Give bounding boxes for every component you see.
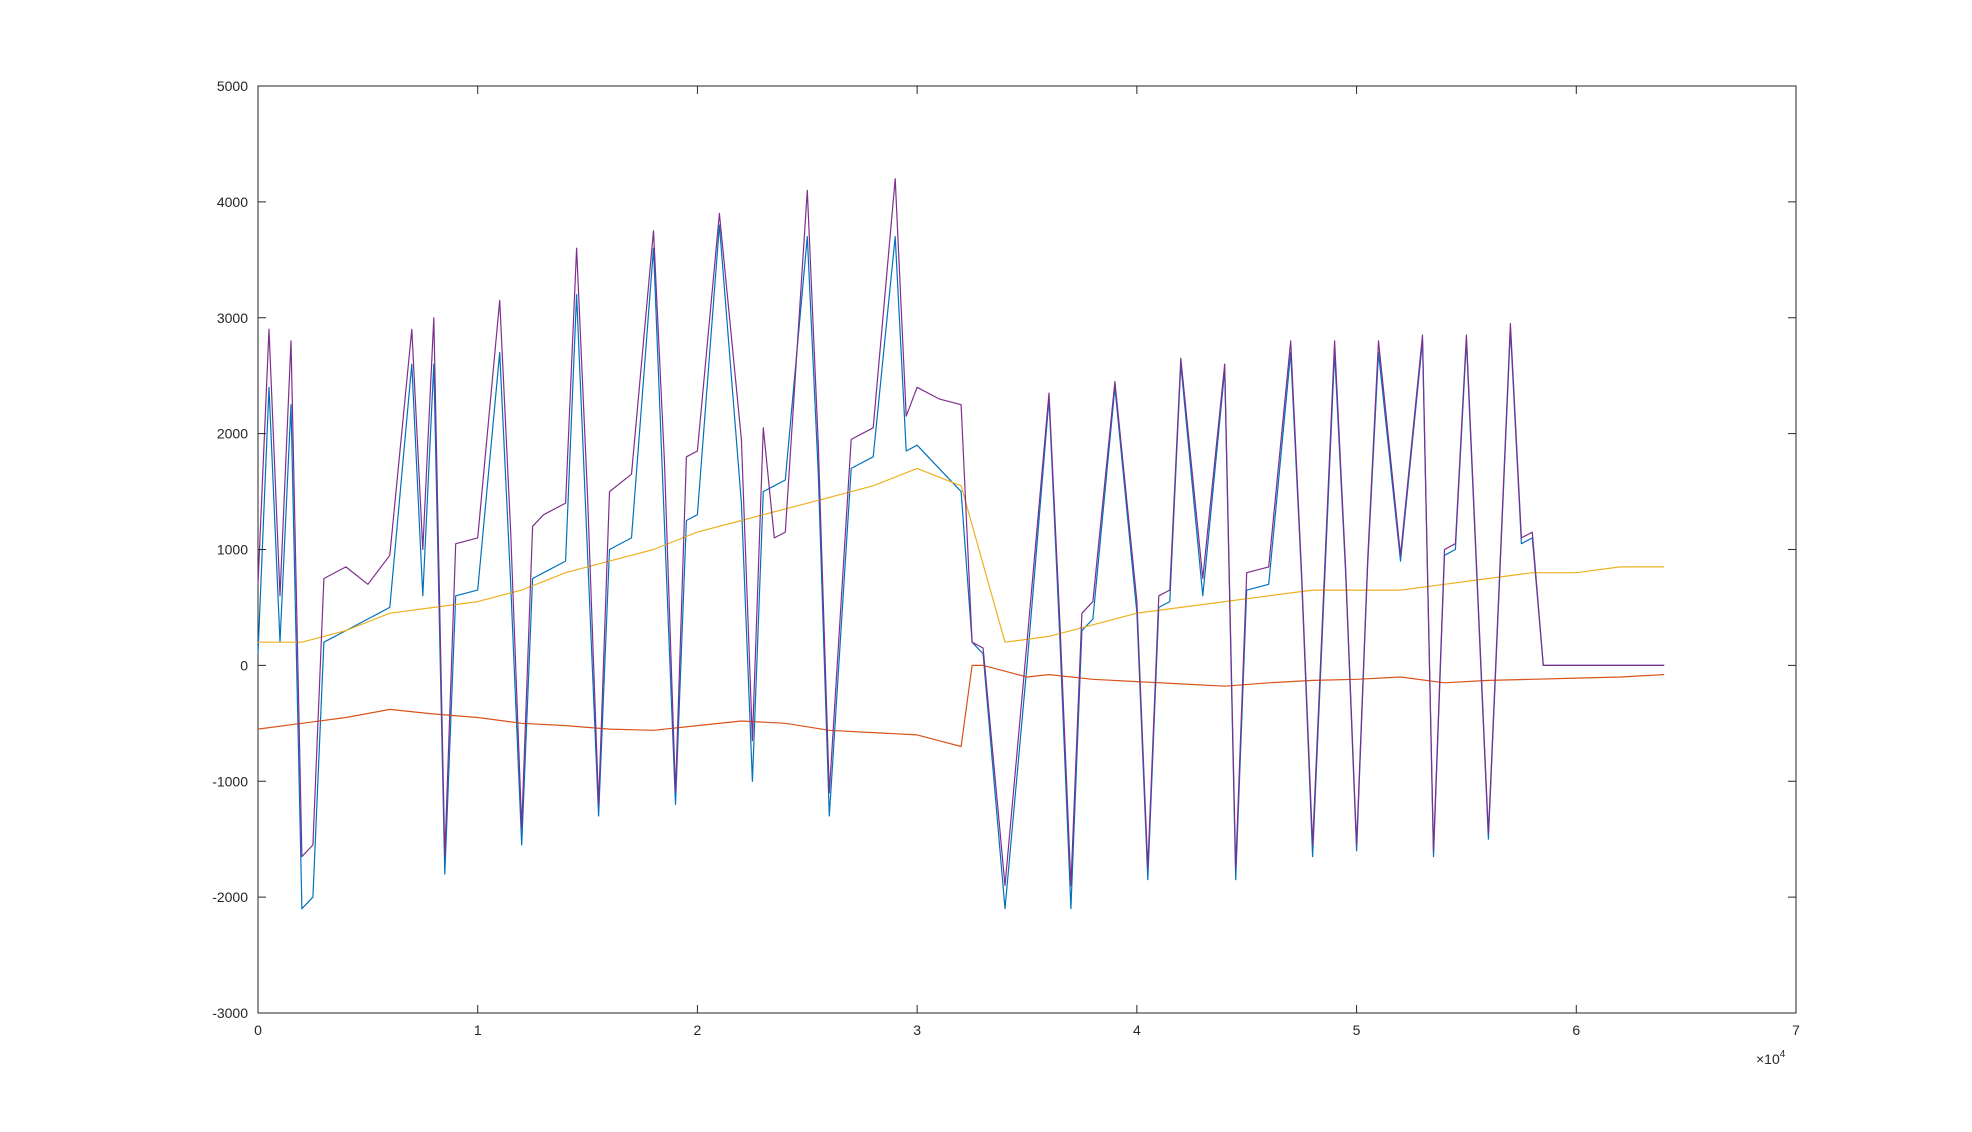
y-tick-label: 3000 (217, 310, 248, 326)
y-tick-label: 2000 (217, 426, 248, 442)
series-layer (257, 178, 1665, 910)
y-tick-label: 5000 (217, 78, 248, 94)
x-tick-label: 4 (1133, 1022, 1141, 1038)
x-tick-label: 2 (694, 1022, 702, 1038)
y-tick-label: 4000 (217, 194, 248, 210)
series-line-3 (258, 467, 1665, 643)
y-tick-label: 1000 (217, 542, 248, 558)
plot-area (257, 85, 1797, 1014)
series-line-4 (257, 178, 1665, 887)
y-tick-label: -3000 (212, 1005, 248, 1021)
x-tick-label: 3 (913, 1022, 921, 1038)
x-tick-label: 5 (1353, 1022, 1361, 1038)
x-exponent-base: ×10 (1756, 1051, 1780, 1067)
x-tick-label: 1 (474, 1022, 482, 1038)
x-tick-label: 6 (1572, 1022, 1580, 1038)
x-tick-label: 7 (1792, 1022, 1800, 1038)
x-tick-label: 0 (254, 1022, 262, 1038)
x-axis: 0 1 2 3 4 5 6 7 (254, 86, 1800, 1038)
x-axis-exponent: ×104 (1756, 1049, 1786, 1067)
y-tick-label: -1000 (212, 773, 248, 789)
x-exponent-power: 4 (1780, 1049, 1786, 1060)
series-line-2 (257, 664, 1665, 748)
y-axis: -3000 -2000 -1000 0 1000 2000 3000 4000 5000 (212, 78, 1796, 1021)
y-tick-label: -2000 (212, 889, 248, 905)
y-tick-label: 0 (240, 657, 248, 673)
